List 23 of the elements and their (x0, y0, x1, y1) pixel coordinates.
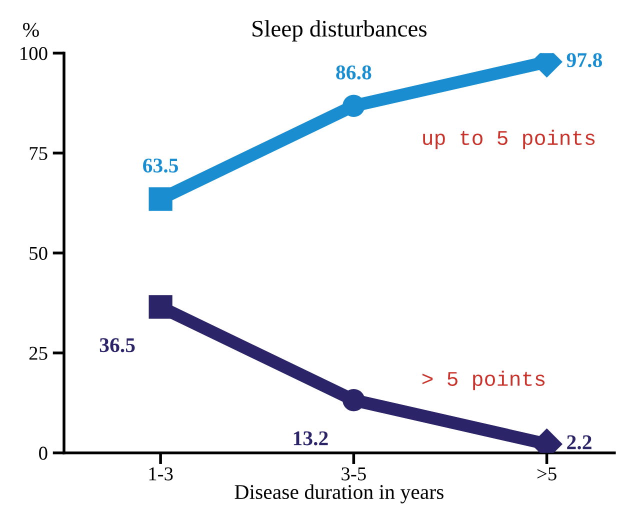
chart-title: Sleep disturbances (252, 20, 427, 42)
y-axis-title: % (23, 22, 39, 37)
point (342, 388, 365, 412)
y-tick-label: 25 (29, 346, 48, 360)
x-axis-title: Disease duration in years (234, 484, 444, 504)
x-tick-label: >5 (537, 468, 556, 480)
data-label: 97.8 (566, 53, 602, 68)
data-label: 63.5 (143, 158, 178, 173)
x-tick-label: 1-3 (149, 467, 173, 480)
point (148, 187, 172, 211)
data-label: 2.2 (567, 435, 592, 450)
y-tick-label: 0 (39, 446, 48, 460)
data-label: 13.2 (294, 431, 328, 446)
data-label: 36.5 (100, 338, 135, 352)
y-tick-label: 100 (20, 46, 48, 60)
data-label: 86.8 (336, 65, 372, 80)
series-label: > 5 points (422, 370, 545, 390)
y-tick-label: 50 (30, 246, 48, 260)
series-label: up to 5 points (423, 130, 595, 150)
point (342, 94, 365, 118)
y-tick-label: 75 (30, 147, 48, 160)
point (148, 295, 172, 319)
x-tick-label: 3-5 (342, 467, 366, 480)
